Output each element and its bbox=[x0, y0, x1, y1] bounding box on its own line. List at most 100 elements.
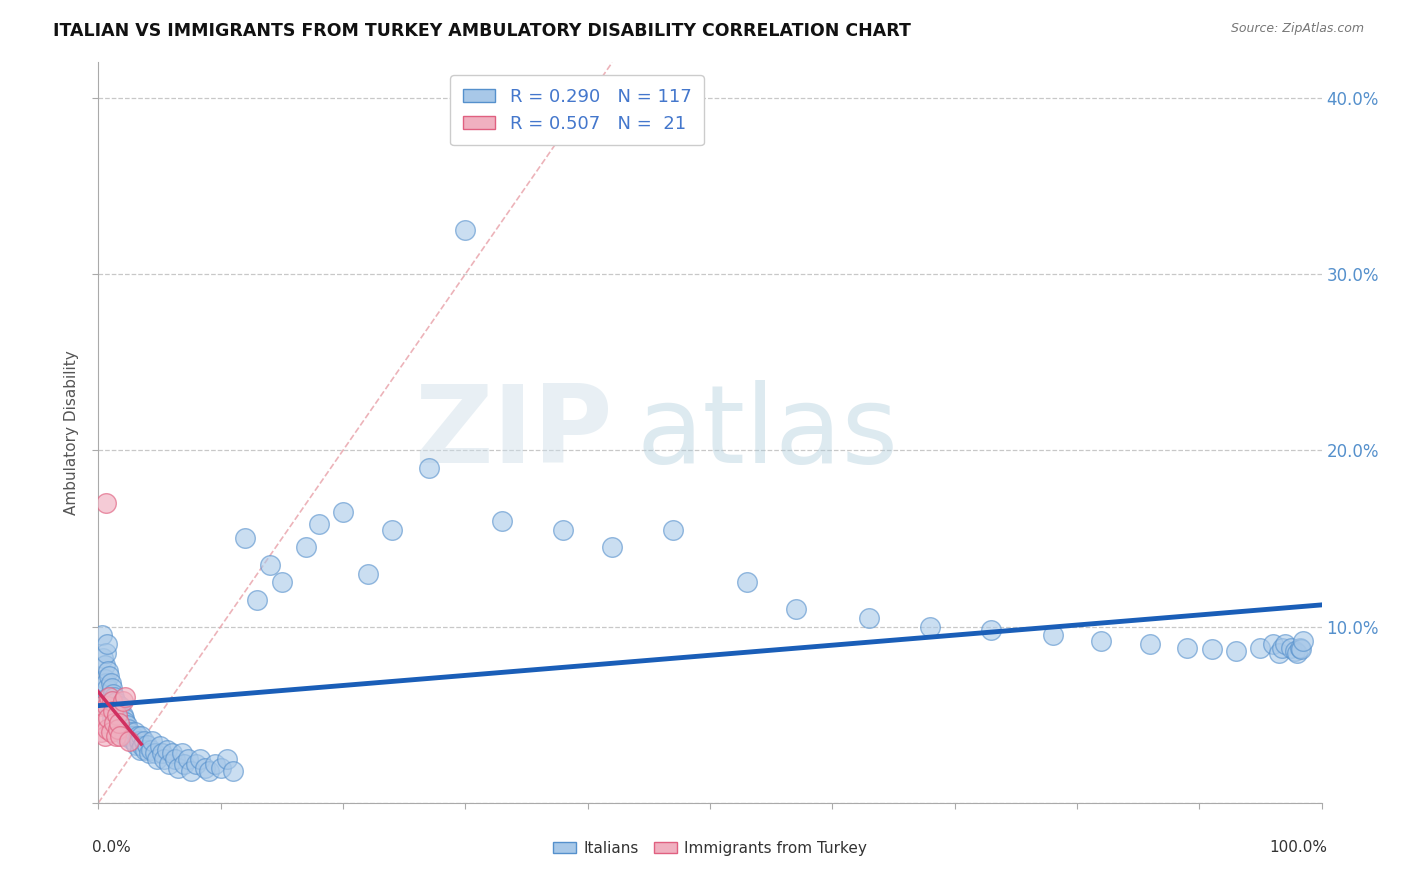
Point bbox=[553, 523, 575, 537]
Point bbox=[122, 734, 145, 748]
Point bbox=[103, 690, 125, 704]
Text: ITALIAN VS IMMIGRANTS FROM TURKEY AMBULATORY DISABILITY CORRELATION CHART: ITALIAN VS IMMIGRANTS FROM TURKEY AMBULA… bbox=[53, 22, 911, 40]
Point bbox=[98, 690, 121, 704]
Point bbox=[94, 496, 117, 510]
Point bbox=[134, 743, 156, 757]
Point bbox=[111, 707, 134, 722]
Point bbox=[735, 575, 758, 590]
Point bbox=[246, 593, 269, 607]
Point bbox=[1261, 637, 1284, 651]
Point bbox=[491, 514, 513, 528]
Point bbox=[114, 714, 136, 729]
Point bbox=[111, 716, 134, 731]
Point bbox=[94, 646, 117, 660]
Point bbox=[149, 739, 172, 754]
Point bbox=[101, 704, 124, 718]
Point bbox=[118, 734, 141, 748]
Point bbox=[93, 673, 115, 687]
Point bbox=[111, 693, 134, 707]
Point bbox=[1286, 646, 1309, 660]
Point bbox=[204, 757, 226, 772]
Text: ZIP: ZIP bbox=[413, 380, 612, 485]
Point bbox=[100, 676, 122, 690]
Point bbox=[100, 725, 122, 739]
Point bbox=[110, 698, 132, 713]
Text: Source: ZipAtlas.com: Source: ZipAtlas.com bbox=[1230, 22, 1364, 36]
Point bbox=[127, 729, 149, 743]
Point bbox=[1279, 640, 1302, 655]
Point bbox=[97, 711, 120, 725]
Point bbox=[105, 707, 128, 722]
Point bbox=[270, 575, 294, 590]
Point bbox=[101, 693, 124, 707]
Point bbox=[94, 676, 117, 690]
Point bbox=[101, 711, 124, 725]
Point bbox=[167, 760, 190, 774]
Point bbox=[96, 722, 118, 736]
Point bbox=[96, 698, 118, 713]
Text: 0.0%: 0.0% bbox=[93, 840, 131, 855]
Point bbox=[1288, 640, 1310, 655]
Point bbox=[1268, 646, 1291, 660]
Point bbox=[188, 752, 211, 766]
Point bbox=[110, 729, 132, 743]
Point bbox=[186, 757, 208, 772]
Point bbox=[108, 716, 131, 731]
Point bbox=[138, 747, 160, 761]
Point bbox=[146, 752, 169, 766]
Point bbox=[114, 690, 136, 704]
Legend: Italians, Immigrants from Turkey: Italians, Immigrants from Turkey bbox=[547, 835, 873, 862]
Point bbox=[177, 752, 200, 766]
Point bbox=[108, 714, 131, 729]
Point bbox=[1284, 644, 1306, 658]
Point bbox=[197, 764, 219, 778]
Point bbox=[115, 718, 138, 732]
Point bbox=[120, 725, 142, 739]
Text: 100.0%: 100.0% bbox=[1270, 840, 1327, 855]
Point bbox=[1274, 637, 1296, 651]
Point bbox=[1249, 640, 1271, 655]
Point bbox=[858, 610, 880, 624]
Point bbox=[980, 623, 1002, 637]
Point bbox=[173, 757, 195, 772]
Point bbox=[124, 725, 146, 739]
Point bbox=[1201, 642, 1223, 657]
Point bbox=[600, 540, 623, 554]
Point bbox=[332, 505, 354, 519]
Y-axis label: Ambulatory Disability: Ambulatory Disability bbox=[65, 351, 79, 515]
Point bbox=[150, 747, 173, 761]
Point bbox=[91, 628, 114, 642]
Point bbox=[129, 729, 152, 743]
Point bbox=[97, 690, 120, 704]
Point bbox=[97, 664, 120, 678]
Point bbox=[141, 734, 163, 748]
Point bbox=[662, 523, 685, 537]
Point bbox=[1139, 637, 1161, 651]
Point bbox=[1271, 640, 1294, 655]
Point bbox=[1175, 640, 1198, 655]
Point bbox=[91, 698, 114, 713]
Point bbox=[103, 716, 125, 731]
Point bbox=[114, 729, 136, 743]
Point bbox=[418, 461, 440, 475]
Point bbox=[96, 637, 118, 651]
Point bbox=[120, 732, 142, 747]
Point bbox=[111, 722, 134, 736]
Point bbox=[132, 734, 155, 748]
Point bbox=[381, 523, 404, 537]
Point bbox=[128, 734, 150, 748]
Point bbox=[125, 738, 148, 752]
Point bbox=[93, 729, 115, 743]
Point bbox=[454, 223, 477, 237]
Point bbox=[157, 757, 180, 772]
Point bbox=[101, 686, 124, 700]
Point bbox=[104, 695, 127, 709]
Point bbox=[118, 729, 141, 743]
Point bbox=[108, 707, 131, 722]
Point bbox=[104, 729, 127, 743]
Point bbox=[110, 711, 132, 725]
Point bbox=[121, 729, 143, 743]
Point bbox=[104, 702, 127, 716]
Point bbox=[136, 738, 159, 752]
Point bbox=[105, 698, 128, 713]
